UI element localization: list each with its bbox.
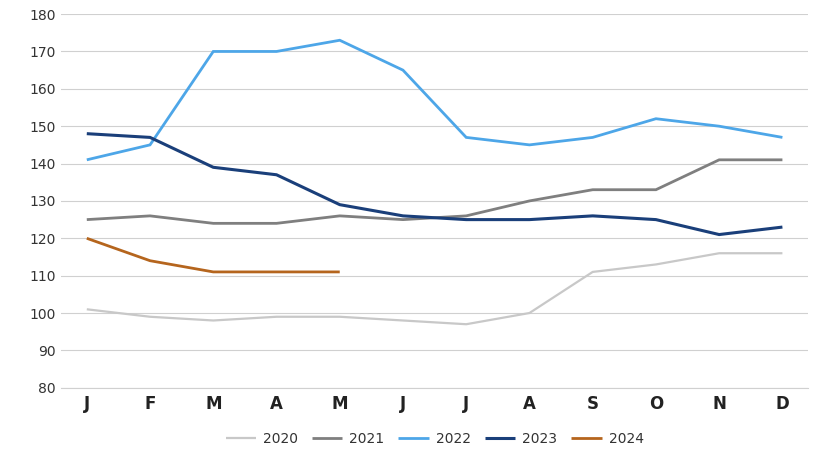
Legend: 2020, 2021, 2022, 2023, 2024: 2020, 2021, 2022, 2023, 2024 [219, 427, 649, 452]
2024 [208, 269, 218, 275]
2020 [145, 314, 155, 320]
2021 [713, 157, 723, 163]
2021 [145, 213, 155, 219]
2021 [776, 157, 786, 163]
2023 [397, 213, 407, 219]
2020 [776, 251, 786, 256]
2022 [82, 157, 92, 163]
2022 [776, 134, 786, 140]
2020 [208, 318, 218, 323]
Line: 2023: 2023 [87, 133, 781, 235]
2021 [587, 187, 597, 193]
2023 [587, 213, 597, 219]
2023 [524, 217, 534, 222]
2022 [271, 48, 281, 54]
Line: 2021: 2021 [87, 160, 781, 223]
Line: 2022: 2022 [87, 40, 781, 160]
2022 [208, 48, 218, 54]
Line: 2020: 2020 [87, 253, 781, 324]
2020 [461, 321, 471, 327]
2022 [397, 67, 407, 73]
2024 [334, 269, 344, 275]
2023 [650, 217, 660, 222]
2022 [145, 142, 155, 148]
2020 [713, 251, 723, 256]
2024 [82, 235, 92, 241]
2020 [587, 269, 597, 275]
2021 [461, 213, 471, 219]
2021 [208, 220, 218, 226]
2023 [82, 131, 92, 136]
2023 [713, 232, 723, 237]
2021 [271, 220, 281, 226]
2022 [713, 123, 723, 129]
2020 [524, 310, 534, 316]
2020 [271, 314, 281, 320]
2021 [82, 217, 92, 222]
2020 [82, 306, 92, 312]
2020 [334, 314, 344, 320]
2023 [776, 224, 786, 230]
2021 [397, 217, 407, 222]
2023 [334, 202, 344, 207]
2020 [397, 318, 407, 323]
2022 [524, 142, 534, 148]
2024 [271, 269, 281, 275]
2022 [461, 134, 471, 140]
2021 [524, 198, 534, 204]
2023 [271, 172, 281, 178]
2022 [650, 116, 660, 122]
2024 [145, 258, 155, 264]
2021 [650, 187, 660, 193]
2022 [587, 134, 597, 140]
2023 [461, 217, 471, 222]
2020 [650, 262, 660, 267]
Line: 2024: 2024 [87, 238, 339, 272]
2023 [145, 134, 155, 140]
2022 [334, 38, 344, 43]
2021 [334, 213, 344, 219]
2023 [208, 164, 218, 170]
